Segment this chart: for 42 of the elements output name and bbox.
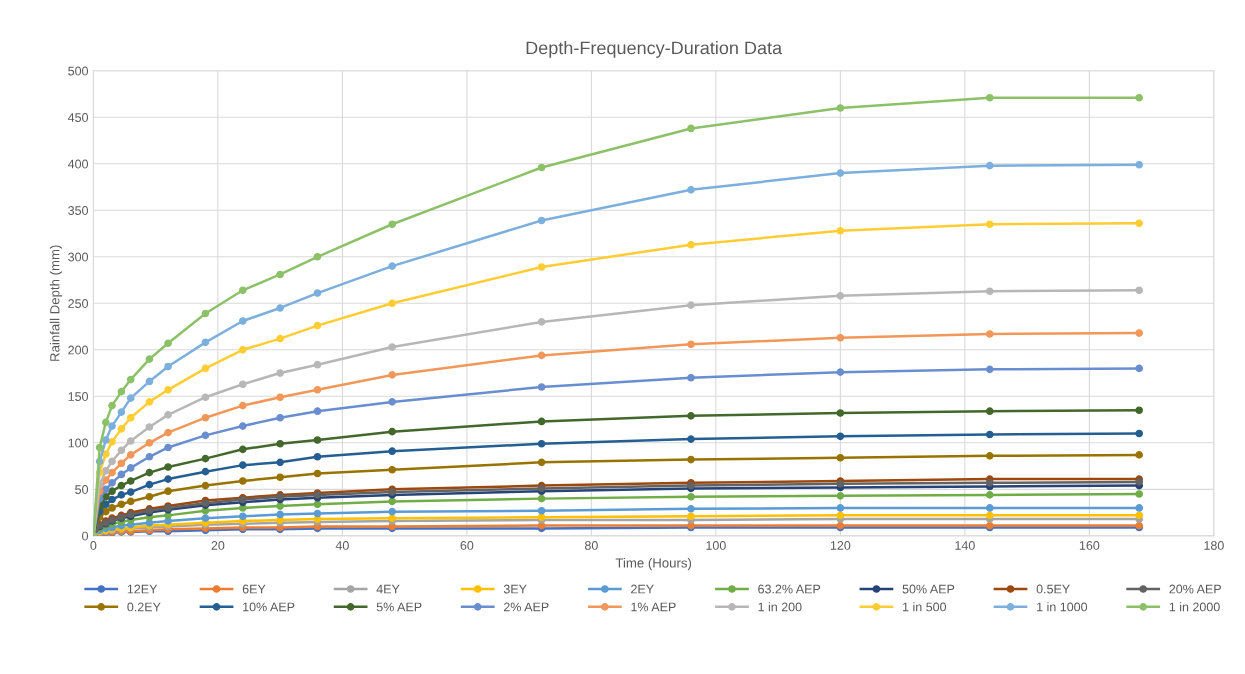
legend-label: 0.5EY <box>1036 584 1070 594</box>
x-tick-label: 180 <box>1204 541 1224 550</box>
y-tick-label: 100 <box>68 438 89 448</box>
y-tick-label: 50 <box>75 485 89 494</box>
legend-label: 3EY <box>503 584 527 594</box>
x-tick-label: 80 <box>584 541 598 550</box>
legend-label: 20% AEP <box>1169 584 1221 594</box>
legend-label: 1 in 200 <box>758 602 802 612</box>
y-axis-title: Rainfall Depth (mm) <box>49 245 63 361</box>
y-tick-label: 350 <box>68 206 89 215</box>
x-tick-label: 40 <box>335 541 349 550</box>
legend-label: 1 in 1000 <box>1037 602 1088 612</box>
legend-label: 1 in 500 <box>903 602 947 612</box>
x-tick-label: 160 <box>1079 541 1100 550</box>
y-tick-label: 150 <box>68 392 89 401</box>
y-tick-label: 400 <box>67 159 89 169</box>
legend-label: 1% AEP <box>631 602 676 612</box>
legend-label: 6EY <box>242 584 266 594</box>
legend-label: 12EY <box>127 584 158 594</box>
y-tick-label: 450 <box>67 113 89 122</box>
legend-label: 0.2EY <box>127 602 161 612</box>
x-tick-label: 20 <box>211 541 225 550</box>
x-tick-label: 0 <box>90 541 97 550</box>
legend-label: 2EY <box>631 584 654 594</box>
y-tick-label: 0 <box>82 531 89 541</box>
x-axis-title: Time (Hours) <box>615 557 692 571</box>
y-tick-label: 500 <box>68 66 89 76</box>
chart-title: Depth-Frequency-Duration Data <box>526 41 783 58</box>
y-tick-label: 250 <box>68 299 89 308</box>
y-tick-label: 200 <box>68 345 89 355</box>
legend-label: 50% AEP <box>902 584 955 594</box>
legend-label: 63.2% AEP <box>758 584 821 594</box>
x-tick-label: 120 <box>830 541 851 550</box>
x-tick-label: 60 <box>460 541 474 550</box>
x-tick-label: 140 <box>955 541 975 550</box>
legend-label: 4EY <box>376 584 400 594</box>
x-tick-label: 100 <box>706 541 726 550</box>
y-tick-label: 300 <box>68 252 89 262</box>
legend-label: 1 in 2000 <box>1169 602 1220 612</box>
legend-label: 2% AEP <box>503 602 549 612</box>
legend-label: 10% AEP <box>243 602 295 612</box>
legend-label: 5% AEP <box>376 602 422 612</box>
